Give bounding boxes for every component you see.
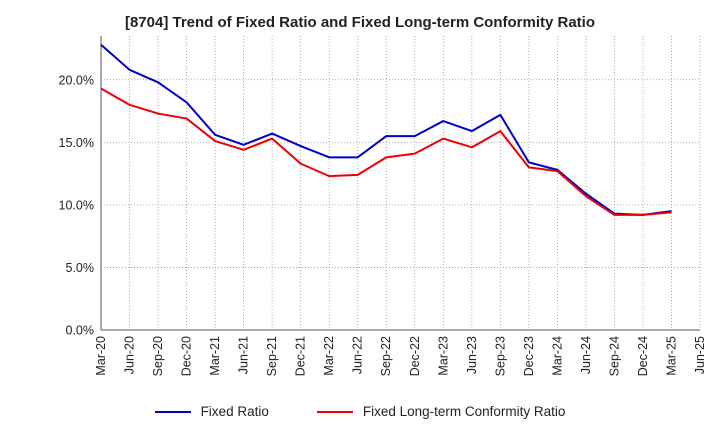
x-tick-label: Sep-21 bbox=[265, 336, 279, 376]
x-tick-label: Mar-20 bbox=[94, 336, 108, 376]
x-tick-label: Sep-23 bbox=[493, 336, 507, 376]
x-tick-label: Dec-21 bbox=[294, 336, 308, 376]
x-tick-label: Sep-24 bbox=[607, 336, 621, 376]
legend-swatch-fixed-ratio bbox=[154, 410, 191, 413]
y-tick-label: 20.0% bbox=[59, 73, 94, 87]
x-tick-label: Dec-22 bbox=[408, 336, 422, 376]
x-tick-label: Dec-20 bbox=[180, 336, 194, 376]
x-tick-label: Dec-23 bbox=[522, 336, 536, 376]
x-tick-label: Jun-20 bbox=[123, 336, 137, 374]
x-tick-label: Mar-22 bbox=[322, 336, 336, 376]
legend-label-fixed-long-term-conformity-ratio: Fixed Long-term Conformity Ratio bbox=[362, 404, 566, 419]
x-tick-label: Mar-24 bbox=[550, 336, 564, 376]
legend-item-fixed-long-term-conformity-ratio: Fixed Long-term Conformity Ratio bbox=[316, 404, 566, 419]
x-tick-label: Jun-21 bbox=[237, 336, 251, 374]
y-tick-label: 10.0% bbox=[59, 198, 94, 212]
x-tick-label: Mar-25 bbox=[664, 336, 678, 376]
x-tick-label: Sep-22 bbox=[379, 336, 393, 376]
legend-label-fixed-ratio: Fixed Ratio bbox=[200, 404, 269, 419]
x-tick-label: Jun-23 bbox=[465, 336, 479, 374]
x-tick-label: Mar-21 bbox=[208, 336, 222, 376]
legend: Fixed Ratio Fixed Long-term Conformity R… bbox=[0, 404, 720, 419]
y-tick-label: 5.0% bbox=[66, 261, 95, 275]
x-tick-label: Mar-23 bbox=[436, 336, 450, 376]
y-tick-label: 0.0% bbox=[66, 324, 95, 338]
series-line-fixed-long-term-conformity-ratio bbox=[100, 87, 672, 216]
x-tick-label: Dec-24 bbox=[636, 336, 650, 376]
x-tick-label: Jun-22 bbox=[351, 336, 365, 374]
legend-swatch-fixed-long-term-conformity-ratio bbox=[316, 410, 353, 413]
legend-item-fixed-ratio: Fixed Ratio bbox=[154, 404, 269, 419]
y-tick-label: 15.0% bbox=[59, 136, 94, 150]
chart-title: [8704] Trend of Fixed Ratio and Fixed Lo… bbox=[124, 14, 596, 31]
x-tick-label: Jun-25 bbox=[693, 336, 707, 374]
x-tick-label: Jun-24 bbox=[579, 336, 593, 374]
x-tick-label: Sep-20 bbox=[151, 336, 165, 376]
series-line-fixed-ratio bbox=[100, 44, 672, 216]
